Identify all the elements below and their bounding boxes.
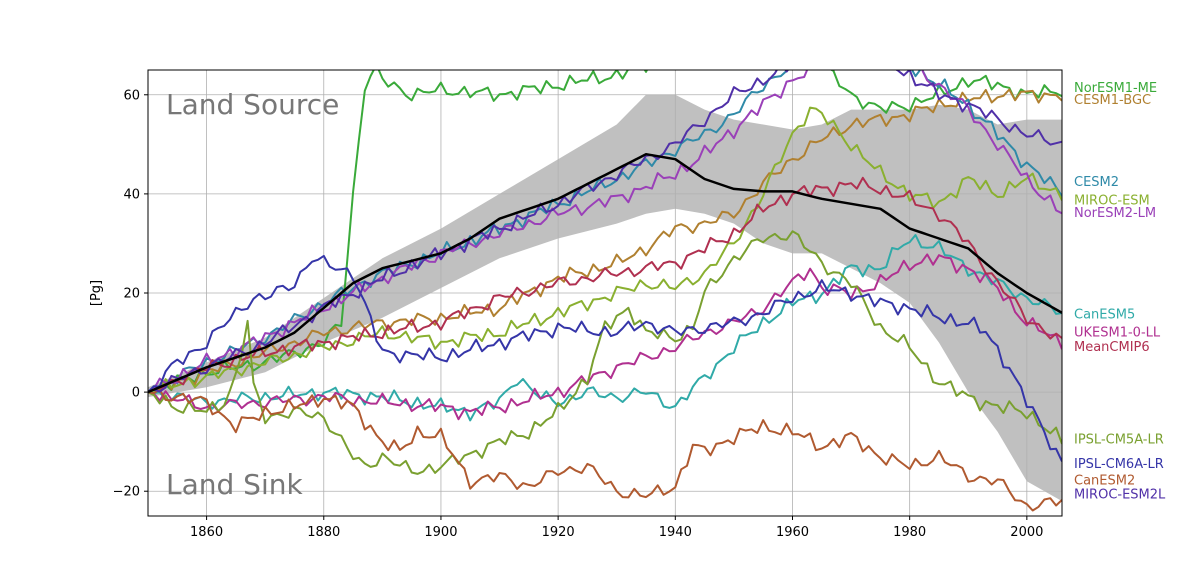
legend-label-miroc-esm: MIROC-ESM [1074, 193, 1150, 208]
y-tick-label: 40 [123, 187, 140, 202]
series-line-cesm2 [148, 70, 1062, 393]
x-tick-label: 1960 [776, 525, 809, 540]
legend-label-noresm2-lm: NorESM2-LM [1074, 206, 1156, 221]
land-sink-annotation: Land Sink [166, 468, 303, 501]
series-line-meancmip5 [148, 152, 1062, 394]
x-tick-label: 1920 [542, 525, 575, 540]
y-tick-label: −20 [113, 485, 140, 500]
x-tick-label: 1900 [424, 525, 457, 540]
series-line-meancmip6 [148, 176, 1062, 394]
legend-label-miroc-esm2l: MIROC-ESM2L [1074, 488, 1166, 503]
legend-label-noresm1-me: NorESM1-ME [1074, 81, 1157, 96]
legend-label-cesm1-bgc: CESM1-BGC [1074, 93, 1151, 108]
series-line-noresm1-me [148, 70, 1062, 394]
series-line-ipsl-cm5a-lr [148, 230, 1062, 475]
legend-label-ipsl-cm6a-lr: IPSL-CM6A-LR [1074, 457, 1164, 472]
series-line-canesm5 [148, 234, 1062, 422]
y-tick-label: 0 [132, 386, 140, 401]
x-tick-label: 1880 [307, 525, 340, 540]
legend-label-canesm2: CanESM2 [1074, 473, 1135, 488]
x-tick-label: 1940 [659, 525, 692, 540]
x-tick-label: 1860 [190, 525, 223, 540]
y-tick-label: 20 [123, 287, 140, 302]
x-tick-label: 2000 [1010, 525, 1043, 540]
land-source-annotation: Land Source [166, 88, 339, 121]
legend-label-ukesm1-0-ll: UKESM1-0-LL [1074, 326, 1161, 341]
legend-label-ipsl-cm5a-lr: IPSL-CM5A-LR [1074, 433, 1164, 448]
y-tick-label: 60 [123, 88, 140, 103]
series-line-ukesm1-0-ll [148, 253, 1062, 421]
legend-label-cesm2: CESM2 [1074, 175, 1119, 190]
series-line-miroc-esm [148, 106, 1062, 394]
series-line-canesm2 [148, 388, 1062, 512]
series-line-miroc-esm2l [148, 70, 1062, 394]
legend-label-meancmip6: MeanCMIP6 [1074, 340, 1150, 355]
series-line-ipsl-cm6a-lr [148, 254, 1062, 462]
series-line-noresm2-lm [148, 70, 1062, 393]
x-tick-label: 1980 [893, 525, 926, 540]
legend-label-canesm5: CanESM5 [1074, 307, 1135, 322]
y-axis-label: [Pg] [89, 280, 104, 306]
